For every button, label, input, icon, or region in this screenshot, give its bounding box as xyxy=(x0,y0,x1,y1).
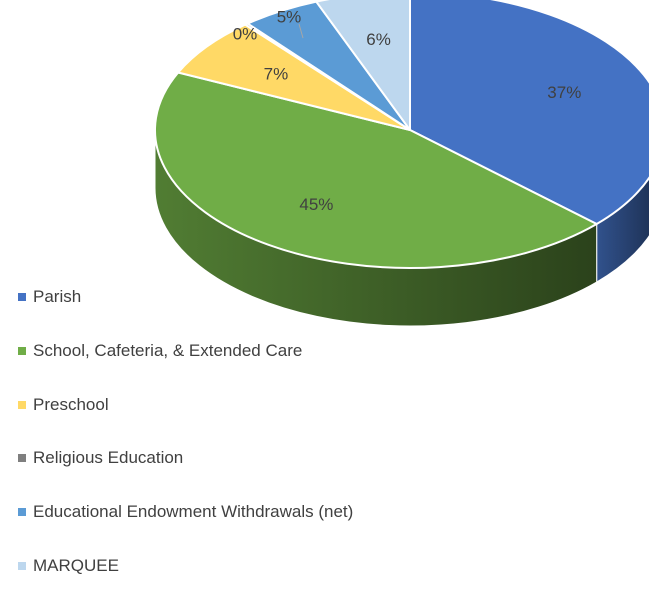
pie-data-labels: 37% 45% 7% 0% 5% 6% xyxy=(233,7,582,214)
legend-swatch xyxy=(18,561,26,570)
legend-item-religious-education: Religious Education xyxy=(18,448,353,468)
pie-slice-preschool xyxy=(177,23,411,131)
legend-label: Parish xyxy=(33,287,82,306)
data-label-parish: 37% xyxy=(547,83,581,102)
leader-line-educational-endowment-withdrawals-net xyxy=(298,23,304,39)
pie-slice-parish xyxy=(409,0,649,226)
data-label-school-cafeteria-extended-care: 45% xyxy=(299,195,333,214)
pie-chart-svg: 37% 45% 7% 0% 5% 6% xyxy=(154,0,649,327)
pie-chart: 37% 45% 7% 0% 5% 6% Parish School, Cafeteria, … xyxy=(18,0,649,575)
legend-swatch xyxy=(18,508,26,517)
legend-swatch xyxy=(18,400,26,409)
legend-item-school-cafeteria-extended-care: School, Cafeteria, & Extended Care xyxy=(18,340,353,360)
legend-label: Religious Education xyxy=(33,448,184,468)
legend-item-marquee: MARQUEE xyxy=(18,555,353,575)
data-label-marquee: 6% xyxy=(366,30,391,49)
data-label-religious-education: 0% xyxy=(233,24,258,43)
legend-label: Educational Endowment Withdrawals (net) xyxy=(33,502,354,522)
pie-top-faces xyxy=(154,0,649,270)
data-label-educational-endowment-withdrawals-net: 5% xyxy=(277,7,302,26)
legend-swatch xyxy=(18,346,26,355)
legend-swatch xyxy=(18,293,26,301)
chart-legend: Parish School, Cafeteria, & Extended Care… xyxy=(18,287,354,611)
legend-label: MARQUEE xyxy=(33,555,119,575)
legend-item-educational-endowment-withdrawals-net: Educational Endowment Withdrawals (net) xyxy=(18,502,354,522)
legend-label: Preschool xyxy=(33,394,109,414)
data-label-preschool: 7% xyxy=(264,64,289,83)
legend-item-preschool: Preschool xyxy=(18,394,353,414)
legend-item-parish: Parish xyxy=(18,287,353,306)
legend-swatch xyxy=(18,454,26,463)
pie-slice-school-cafeteria-extended-care xyxy=(154,71,598,270)
legend-label: School, Cafeteria, & Extended Care xyxy=(33,340,303,360)
pie-slice-marquee xyxy=(315,0,411,131)
